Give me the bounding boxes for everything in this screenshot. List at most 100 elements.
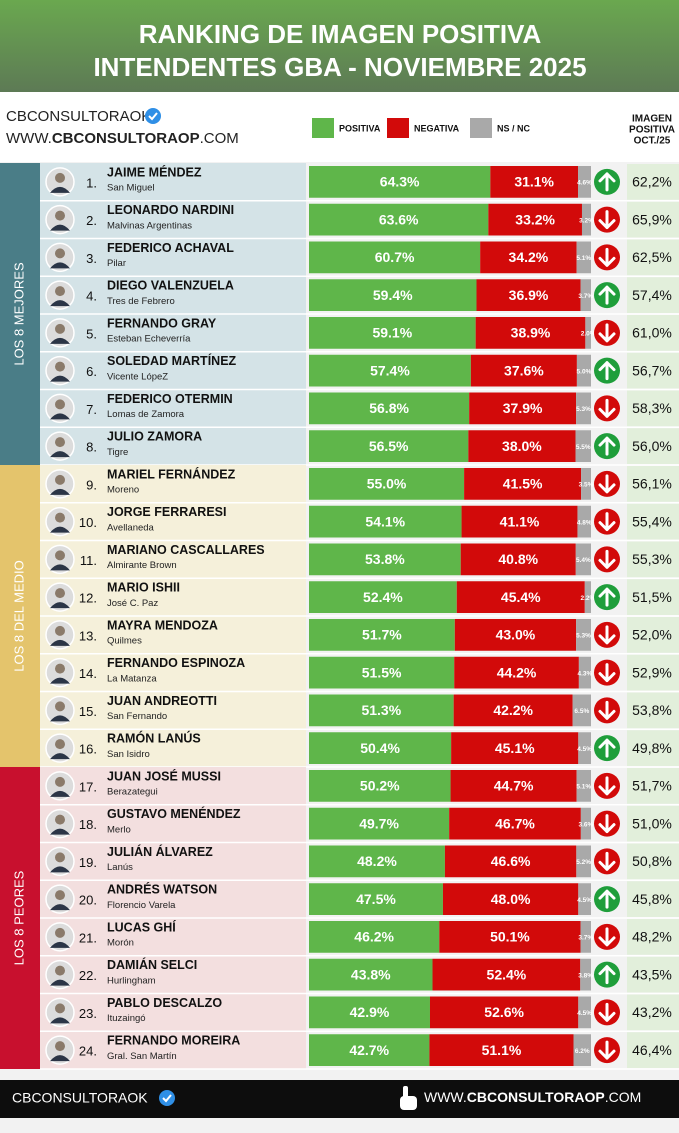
photo-head	[55, 776, 65, 787]
previous-cell	[627, 843, 679, 880]
bar-segment	[460, 543, 576, 576]
bar-segment	[309, 317, 476, 349]
trend-arrow	[594, 1037, 620, 1064]
previous-cell	[627, 503, 679, 540]
previous-value: 53,8%	[632, 702, 672, 718]
previous-value: 61,0%	[632, 325, 672, 341]
trend-arrow	[594, 546, 620, 573]
brand: CBCONSULTORAOK	[6, 108, 151, 125]
previous-value: 49,8%	[632, 740, 672, 756]
bar-segment	[309, 656, 455, 689]
place: Merlo	[107, 824, 131, 835]
rank: 17.	[79, 779, 97, 794]
value-label: 5.3%	[576, 406, 591, 413]
value-label: 52.4%	[363, 589, 403, 605]
place: San Fernando	[107, 711, 167, 722]
photo	[45, 620, 75, 650]
bar-segment	[309, 921, 440, 953]
photo-head	[55, 399, 65, 410]
value-label: 4.3%	[578, 670, 593, 677]
hand-icon	[400, 1086, 417, 1110]
value-label: 36.9%	[509, 287, 549, 303]
name: GUSTAVO MENÉNDEZ	[107, 806, 241, 821]
value-label: 3.7%	[578, 935, 593, 942]
rank: 16.	[79, 742, 97, 757]
value-label: 45.1%	[495, 740, 535, 756]
value-label: 4.5%	[577, 897, 592, 904]
name: JORGE FERRARESI	[107, 505, 226, 519]
value-label: 3.6%	[579, 821, 594, 828]
bar-segment	[578, 732, 591, 764]
bar-segment	[573, 1034, 591, 1066]
trend-arrow	[594, 470, 620, 497]
trend-arrow	[594, 961, 620, 988]
photo	[45, 1035, 75, 1065]
bar-segment	[429, 996, 579, 1029]
place: Avellaneda	[107, 522, 155, 533]
value-label: 5.2%	[576, 859, 591, 866]
name: LUCAS GHÍ	[107, 919, 176, 934]
photo-body	[50, 979, 70, 986]
bar-segment	[580, 279, 591, 311]
photo-head	[55, 701, 65, 712]
value-label: 37.9%	[503, 400, 543, 416]
bar-segment	[468, 430, 576, 462]
trend-glyph	[598, 323, 616, 343]
bar-segment	[309, 354, 471, 387]
value-label: 44.2%	[497, 664, 537, 680]
bar-segment	[432, 958, 581, 991]
previous-value: 46,4%	[632, 1042, 672, 1058]
trend-arrow	[594, 395, 620, 422]
trend-arrow	[594, 433, 620, 460]
previous-cell	[627, 768, 679, 804]
previous-cell	[627, 466, 679, 502]
trend-arrow	[594, 244, 620, 271]
header-band	[0, 0, 679, 92]
trend-glyph	[598, 700, 616, 720]
bar-segment	[454, 619, 577, 651]
photo-head	[55, 437, 65, 448]
bar-segment	[309, 241, 481, 274]
value-label: 50.1%	[490, 929, 530, 945]
value-label: 49.7%	[359, 815, 399, 831]
bar-segment	[469, 392, 577, 425]
previous-cell	[627, 164, 679, 200]
previous-cell	[627, 352, 679, 389]
photo-head	[55, 172, 65, 183]
previous-cell	[627, 428, 679, 464]
value-label: 51.5%	[362, 664, 402, 680]
value-label: 64.3%	[380, 174, 420, 190]
value-label: 59.1%	[372, 325, 412, 341]
value-label: 4.5%	[577, 1010, 592, 1017]
value-label: 56.5%	[369, 438, 409, 454]
photo-body	[50, 941, 70, 948]
place: José C. Paz	[107, 598, 158, 609]
bar-segment	[464, 468, 582, 500]
trend-glyph	[598, 587, 616, 607]
photo-body	[50, 186, 70, 193]
photo	[45, 544, 75, 575]
group-band	[0, 163, 40, 465]
place: Florencio Varela	[107, 900, 176, 911]
legend-swatch	[387, 118, 409, 138]
rank: 21.	[79, 930, 97, 945]
rank: 11.	[80, 553, 97, 568]
value-label: 34.2%	[509, 249, 549, 265]
trend-arrow	[594, 621, 620, 648]
bar-segment	[454, 656, 579, 689]
photo	[45, 506, 75, 537]
place: Morón	[107, 938, 134, 949]
photo	[45, 959, 75, 990]
value-label: 4.5%	[577, 746, 592, 753]
place: Ituzaingó	[107, 1013, 146, 1024]
name: JULIÁN ÁLVAREZ	[107, 844, 213, 859]
place: Lomas de Zamora	[107, 409, 185, 420]
previous-value: 56,0%	[632, 438, 672, 454]
photo	[45, 469, 75, 499]
value-label: 41.1%	[500, 513, 540, 529]
legend-label: NS / NC	[497, 123, 531, 133]
photo-head	[55, 248, 65, 259]
name: FERNANDO MOREIRA	[107, 1034, 240, 1048]
previous-cell	[627, 919, 679, 955]
place: San Miguel	[107, 183, 155, 194]
